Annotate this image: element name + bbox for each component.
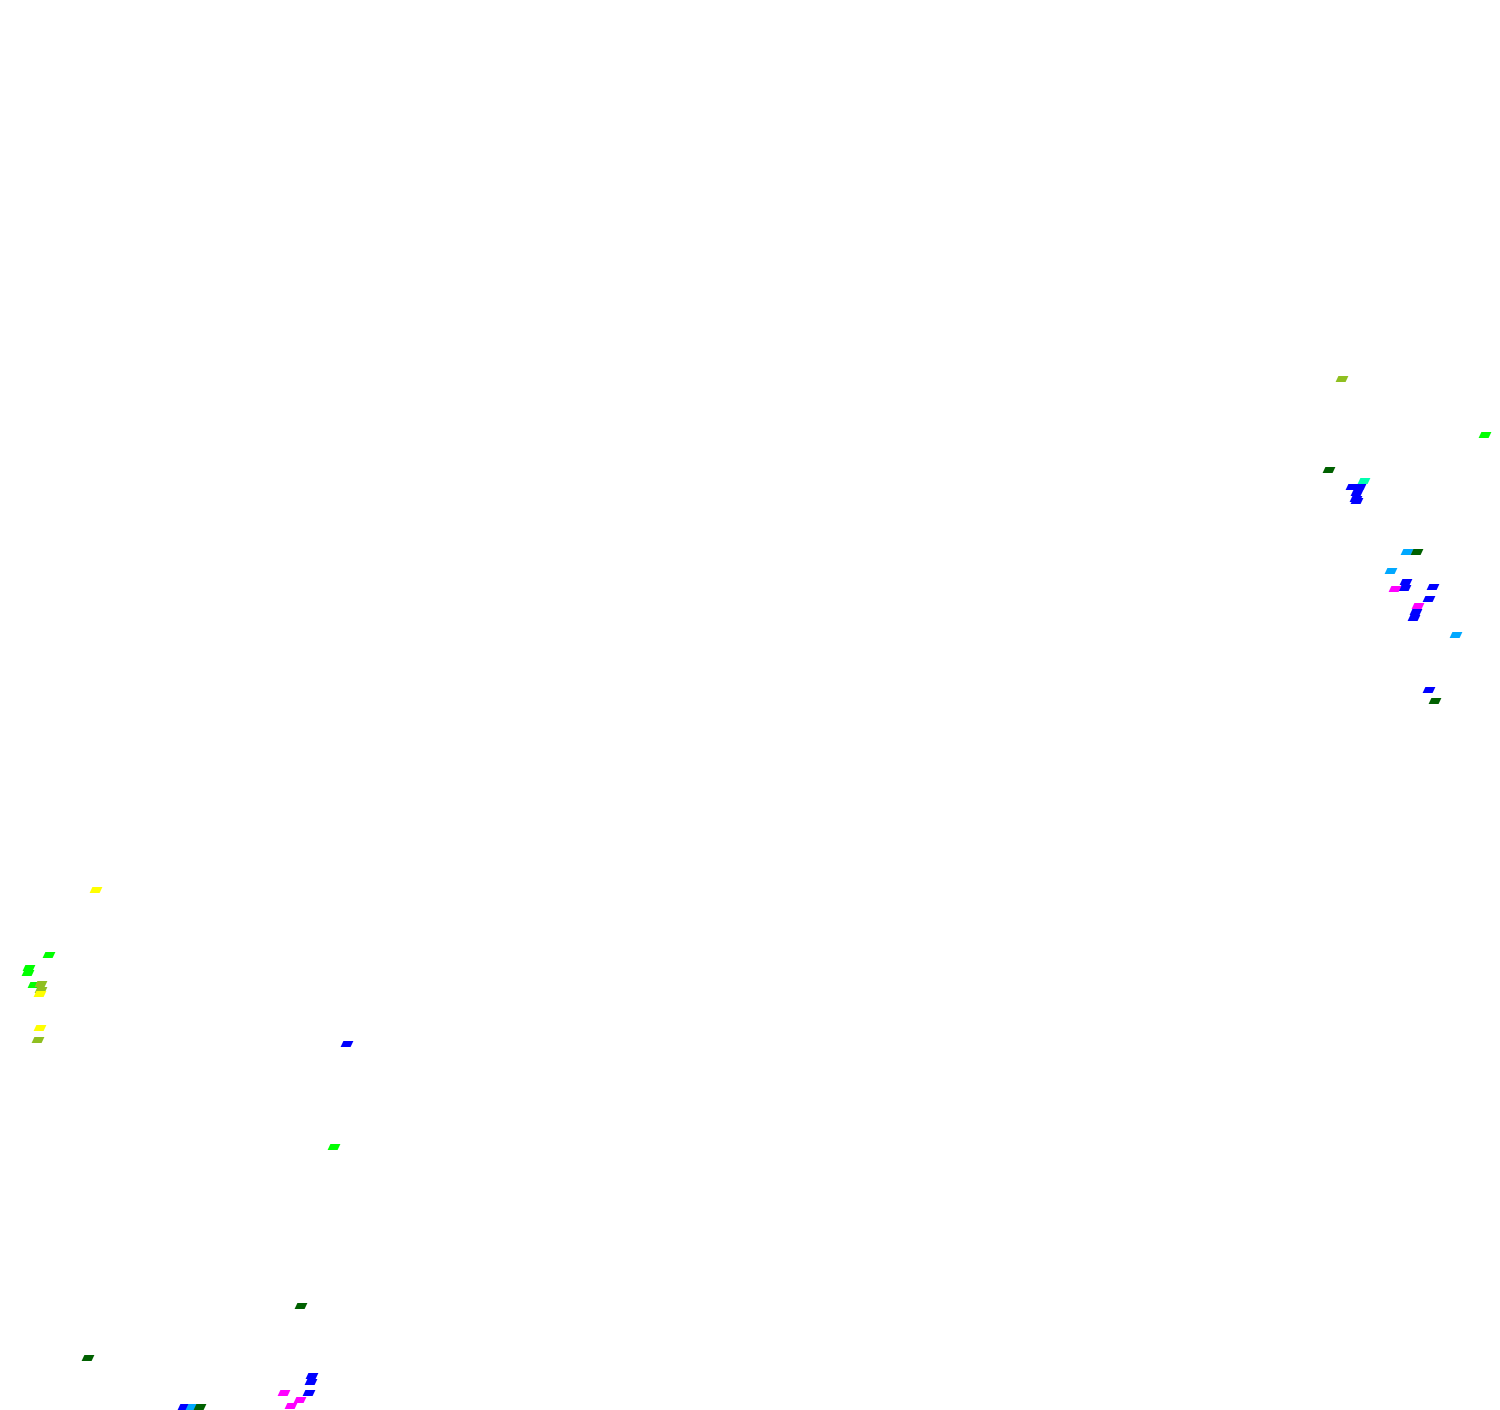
blue-marker	[1422, 687, 1436, 693]
yellow-marker	[33, 991, 47, 997]
blue-marker	[302, 1390, 316, 1396]
blue-marker	[1426, 584, 1440, 590]
yellow-marker	[89, 887, 103, 893]
darkgreen-marker	[81, 1355, 95, 1361]
blue-marker	[1350, 498, 1364, 504]
blue-marker	[304, 1379, 318, 1385]
darkgreen-marker	[1410, 549, 1424, 555]
yellow-marker	[33, 1025, 47, 1031]
olive-marker	[1335, 376, 1349, 382]
magenta-marker	[284, 1403, 298, 1409]
magenta-marker	[1388, 586, 1402, 592]
lime-marker	[327, 1144, 341, 1150]
darkgreen-marker	[1428, 698, 1442, 704]
blue-marker	[1407, 615, 1421, 621]
skyblue-marker	[1449, 632, 1463, 638]
blue-marker	[1422, 596, 1436, 602]
skyblue-marker	[1384, 568, 1398, 574]
darkgreen-marker	[294, 1303, 308, 1309]
blue-marker	[340, 1041, 354, 1047]
magenta-marker	[277, 1390, 291, 1396]
darkgreen-marker	[193, 1404, 207, 1410]
lime-marker	[1478, 432, 1492, 438]
lime-marker	[42, 952, 56, 958]
olive-marker	[31, 1037, 45, 1043]
darkgreen-marker	[1322, 467, 1336, 473]
lime-marker	[21, 970, 35, 976]
